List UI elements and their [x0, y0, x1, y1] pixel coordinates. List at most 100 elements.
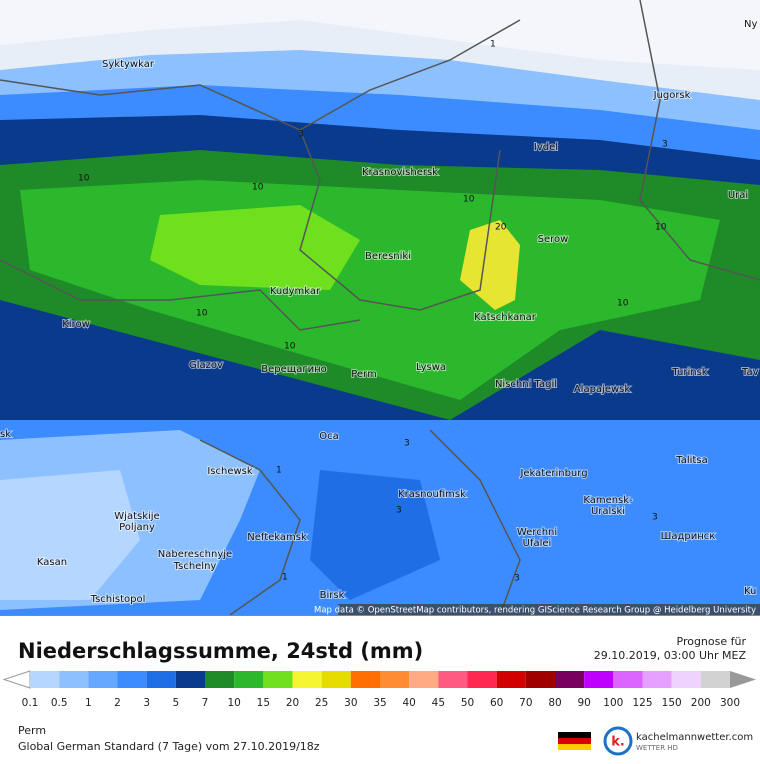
city-label: Jekaterinburg [519, 468, 587, 479]
location: Perm [18, 724, 46, 737]
legend-swatch [205, 671, 235, 688]
city-label: Шадринск [661, 531, 716, 542]
brand-name: kachelmannwetter.com [636, 732, 753, 743]
city-label: Werchni [517, 527, 557, 538]
city-label: Wjatskije [114, 511, 159, 522]
legend-label: 90 [577, 697, 590, 709]
legend-arrow-low [2, 670, 31, 689]
city-label: Tschelny [173, 561, 217, 572]
city-label: Верещагино [261, 364, 326, 375]
legend-swatch [525, 671, 555, 688]
legend-swatch [613, 671, 643, 688]
contour-label: 10 [252, 183, 264, 193]
legend-label: 1 [85, 697, 92, 709]
contour-label: 10 [196, 309, 208, 319]
legend-label: 35 [373, 697, 386, 709]
contour-label: 3 [652, 513, 658, 523]
contour-label: 10 [284, 342, 296, 352]
contour-label: 1 [490, 40, 496, 50]
legend-label: 45 [432, 697, 445, 709]
city-label: Lyswa [416, 362, 446, 373]
city-label: Ku [744, 586, 756, 597]
city-label: Nabereschnyje [158, 549, 232, 560]
contour-label: 3 [404, 439, 410, 449]
city-label: Turinsk [671, 367, 707, 378]
legend-label: 5 [172, 697, 179, 709]
city-label: Perm [351, 369, 377, 380]
map: Syktywkar Jugorsk Ivdel Krasnovishersk U… [0, 0, 760, 616]
legend-swatch [642, 671, 672, 688]
legend-swatch [350, 671, 380, 688]
legend-label: 60 [490, 697, 503, 709]
legend-label: 0.5 [51, 697, 68, 709]
legend-swatch [438, 671, 468, 688]
city-label: Uralski [591, 506, 625, 517]
legend-label: 25 [315, 697, 328, 709]
legend-swatch [671, 671, 701, 688]
legend-label: 3 [143, 697, 150, 709]
legend-label: 125 [632, 697, 652, 709]
city-label: Katschkanar [474, 312, 537, 323]
model-info: Global German Standard (7 Tage) vom 27.1… [18, 740, 320, 753]
legend-label: 10 [227, 697, 240, 709]
brand-logo: k. [603, 726, 633, 756]
city-label: Krasnovishersk [362, 167, 438, 178]
city-label: Ivdel [534, 142, 558, 153]
city-label: Kamensk- [583, 495, 633, 506]
city-label: Tschistopol [90, 594, 146, 605]
city-label: Nischni Tagil [495, 379, 557, 390]
legend-swatch [59, 671, 89, 688]
brand-sub: WETTER HD [636, 744, 678, 752]
legend-swatch [292, 671, 322, 688]
legend-swatch [234, 671, 264, 688]
city-label: Ufalei [523, 538, 552, 549]
legend-label: 70 [519, 697, 532, 709]
attribution: Map data © OpenStreetMap contributors, r… [314, 606, 756, 616]
city-label: Poljany [119, 522, 155, 533]
city-label: Syktywkar [102, 59, 155, 70]
legend-label: 40 [402, 697, 415, 709]
city-label: Glazov [189, 360, 223, 371]
legend-label: 200 [691, 697, 711, 709]
legend-label: 20 [286, 697, 299, 709]
city-label: Jugorsk [653, 90, 691, 101]
contour-label: 10 [617, 299, 629, 309]
legend-swatch [30, 671, 60, 688]
city-label: Talitsa [675, 455, 707, 466]
legend-swatch [555, 671, 585, 688]
city-label: Ny [744, 19, 757, 30]
contour-label: 10 [655, 223, 667, 233]
city-label: Birsk [320, 590, 345, 601]
city-label: Beresniki [365, 251, 411, 262]
flag [558, 732, 591, 750]
legend-label: 50 [461, 697, 474, 709]
legend-swatch [584, 671, 614, 688]
city-label: Serow [538, 234, 569, 245]
legend-swatch [409, 671, 439, 688]
legend-swatch [496, 671, 526, 688]
legend-label: 100 [603, 697, 623, 709]
legend-label: 0.1 [22, 697, 39, 709]
legend-label: 7 [202, 697, 209, 709]
contour-label: 10 [463, 195, 475, 205]
legend-swatch [146, 671, 176, 688]
forecast-time: 29.10.2019, 03:00 Uhr MEZ [594, 649, 747, 662]
city-label: Kudymkar [270, 286, 321, 297]
legend-swatch [700, 671, 730, 688]
city-label: sk [0, 429, 11, 440]
legend-label: 30 [344, 697, 357, 709]
city-label: Ischewsk [207, 466, 253, 477]
legend-label: 150 [662, 697, 682, 709]
city-label: Oca [319, 431, 339, 442]
legend-swatch [117, 671, 147, 688]
footer-title: Niederschlagssumme, 24std (mm) [18, 639, 423, 663]
legend-label: 80 [548, 697, 561, 709]
city-label: Neftekamsk [247, 532, 307, 543]
city-label: Krasnoufimsk [398, 489, 466, 500]
svg-text:k.: k. [611, 735, 625, 750]
contour-label: 20 [495, 223, 507, 233]
contour-label: 3 [662, 140, 668, 150]
city-label: Tav [741, 367, 759, 378]
